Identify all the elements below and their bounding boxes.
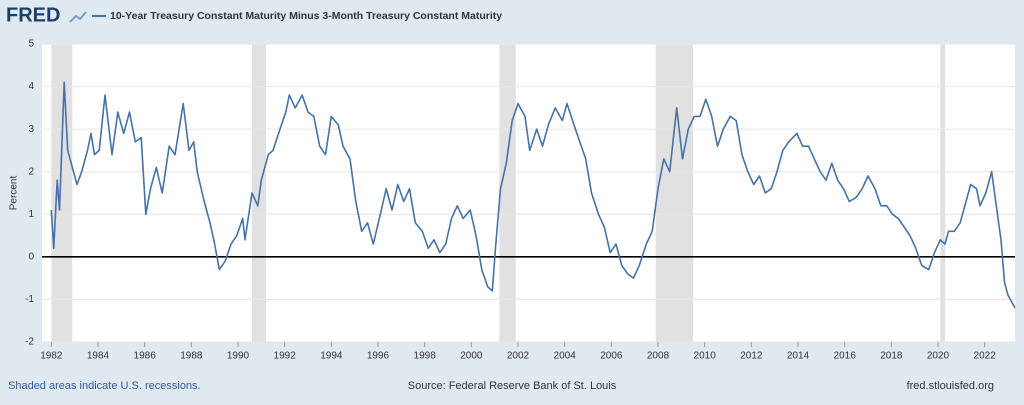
x-tick-label: 1994 — [320, 351, 343, 362]
x-tick-label: 1984 — [87, 351, 110, 362]
y-tick-label: 2 — [28, 166, 34, 177]
x-tick-label: 1992 — [274, 351, 297, 362]
logo-icon — [69, 11, 87, 23]
y-tick-label: 4 — [28, 81, 34, 92]
x-tick-label: 2020 — [927, 351, 950, 362]
x-tick-label: 2004 — [554, 351, 577, 362]
y-tick-label: 5 — [28, 39, 34, 50]
x-tick-label: 2000 — [460, 351, 483, 362]
legend-label: 10-Year Treasury Constant Maturity Minus… — [110, 10, 502, 22]
footer-note: Shaded areas indicate U.S. recessions. — [8, 380, 201, 392]
logo: FRED — [6, 4, 60, 26]
x-tick-label: 1990 — [227, 351, 250, 362]
x-tick-label: 2012 — [740, 351, 763, 362]
x-tick-label: 1998 — [414, 351, 437, 362]
x-tick-label: 2002 — [507, 351, 530, 362]
x-tick-label: 1982 — [40, 351, 63, 362]
y-tick-label: -2 — [25, 337, 34, 348]
y-tick-label: 0 — [28, 251, 34, 262]
x-tick-label: 2014 — [787, 351, 810, 362]
plot-area — [42, 44, 1015, 342]
footer-source: Source: Federal Reserve Bank of St. Loui… — [408, 380, 617, 392]
recession-band — [940, 44, 945, 342]
x-tick-label: 1996 — [367, 351, 390, 362]
recession-band — [51, 44, 73, 342]
x-tick-label: 2006 — [600, 351, 623, 362]
series-line — [50, 81, 1016, 309]
x-tick-label: 2010 — [694, 351, 717, 362]
footer-url: fred.stlouisfed.org — [907, 380, 994, 392]
y-tick-label: -1 — [25, 294, 34, 305]
x-tick-label: 2008 — [647, 351, 670, 362]
x-tick-label: 1986 — [134, 351, 157, 362]
x-tick-label: 2022 — [974, 351, 997, 362]
recession-band — [655, 44, 693, 342]
x-tick-label: 2018 — [880, 351, 903, 362]
x-tick-label: 2016 — [834, 351, 857, 362]
x-tick-label: 1988 — [180, 351, 203, 362]
y-axis-label: Percent — [9, 176, 20, 211]
y-tick-label: 1 — [28, 209, 34, 220]
recession-band — [499, 44, 516, 342]
y-tick-label: 3 — [28, 124, 34, 135]
